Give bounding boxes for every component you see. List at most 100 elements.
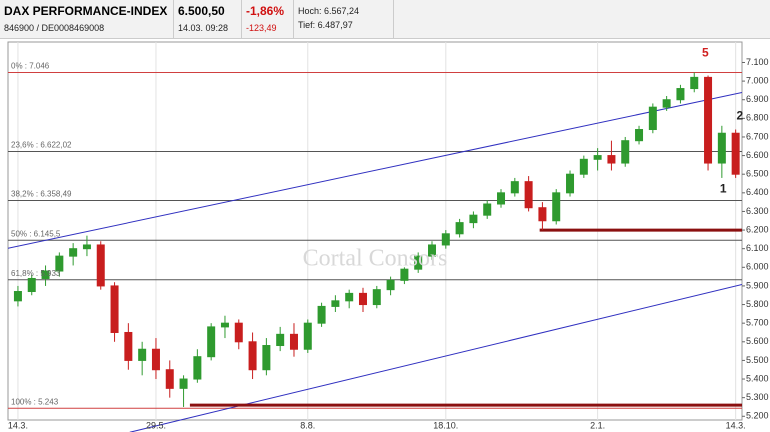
x-tick-label: 2.1. (590, 420, 605, 430)
candle-body (428, 244, 437, 257)
candle-body (510, 181, 519, 194)
candle-body (317, 305, 326, 324)
candle-body (124, 331, 133, 361)
fib-label: 100% : 5.243 (11, 397, 59, 406)
candle-body (220, 322, 229, 328)
trend-line (129, 283, 742, 432)
price: 6.500,50 (178, 4, 225, 18)
candle-body (179, 378, 188, 389)
candle-body (345, 292, 354, 302)
candle-body (469, 214, 478, 224)
y-tick-label: 6.000 (746, 262, 769, 272)
candle-body (55, 255, 64, 272)
y-tick-label: 5.700 (746, 318, 769, 328)
candle-body (731, 132, 740, 175)
y-tick-label: 5.200 (746, 411, 769, 421)
candle-body (13, 291, 22, 302)
candle-body (607, 155, 616, 164)
x-tick-label: 8.8. (300, 420, 315, 430)
candle-body (593, 155, 602, 160)
instrument: DAX PERFORMANCE-INDEX 846900 / DE0008469… (0, 0, 174, 38)
candle-body (538, 207, 547, 222)
candle-body (717, 132, 726, 164)
change-cell: -1,86% -123,49 (242, 0, 294, 38)
candle-body (662, 99, 671, 108)
instrument-ids: 846900 / DE0008469008 (4, 23, 105, 33)
candle-body (193, 356, 202, 380)
y-tick-label: 5.900 (746, 280, 769, 290)
candle-body (82, 244, 91, 250)
candle-body (483, 203, 492, 216)
fib-label: 23,6% : 6.622,02 (11, 141, 72, 150)
y-tick-label: 6.200 (746, 224, 769, 234)
candle-body (704, 76, 713, 164)
plot-area (8, 42, 742, 432)
candle-body (441, 233, 450, 246)
fib-label: 0% : 7.046 (11, 62, 50, 71)
candle-body (455, 222, 464, 235)
candle-body (414, 255, 423, 270)
candle-body (524, 181, 533, 209)
y-tick-label: 7.000 (746, 75, 769, 85)
fib-label: 61,8% : 5.933 (11, 269, 61, 278)
y-tick-label: 6.300 (746, 206, 769, 216)
candle-body (138, 348, 147, 361)
candle-body (331, 300, 340, 307)
instrument-name: DAX PERFORMANCE-INDEX (4, 4, 168, 18)
y-tick-label: 6.700 (746, 131, 769, 141)
chart: Cortal Consors 14.3. 29.5. 8.8. 18.10. 2.1. 14… (7, 41, 769, 432)
candle-body (248, 341, 257, 371)
change-pct: -1,86% (246, 4, 285, 18)
candle-body (552, 192, 561, 222)
y-tick-label: 6.500 (746, 169, 769, 179)
candle-body (27, 277, 36, 293)
candle-body (648, 106, 657, 131)
price-cell: 6.500,50 14.03. 09:28 (174, 0, 242, 38)
candle-body (276, 333, 285, 347)
y-tick-label: 6.600 (746, 150, 769, 160)
y-tick-label: 6.100 (746, 243, 769, 253)
candle-body (289, 333, 298, 350)
candle-body (358, 292, 367, 306)
y-tick-label: 6.900 (746, 94, 769, 104)
change-abs: -123,49 (246, 23, 277, 33)
x-tick-label: 18.10. (433, 420, 458, 430)
day-low: Tief: 6.487,97 (298, 20, 353, 30)
candle-body (566, 173, 575, 194)
annotation: 2 (736, 109, 743, 123)
candle-body (635, 129, 644, 142)
candle-body (690, 76, 699, 90)
range-cell: Hoch: 6.567,24 Tief: 6.487,97 (294, 0, 394, 38)
candle-body (151, 348, 160, 371)
candle-body (400, 268, 409, 281)
y-tick-label: 5.800 (746, 299, 769, 309)
trend-line (8, 91, 742, 249)
annotation: 1 (720, 181, 727, 195)
y-tick-label: 5.600 (746, 336, 769, 346)
candle-body (165, 369, 174, 389)
candle-body (621, 140, 630, 164)
candle-body (41, 270, 50, 279)
candle-body (372, 289, 381, 306)
candle-body (676, 88, 685, 101)
candle-body (386, 279, 395, 291)
y-tick-label: 5.500 (746, 355, 769, 365)
candle-body (96, 244, 105, 287)
x-tick-label: 29.5. (146, 420, 166, 430)
candle-body (110, 285, 119, 333)
y-tick-label: 7.100 (746, 57, 769, 67)
candle-body (207, 326, 216, 358)
x-tick-label: 14.3. (8, 420, 28, 430)
fib-label: 50% : 6.145,5 (11, 229, 61, 238)
x-tick-label: 14.3. (726, 420, 746, 430)
y-tick-label: 6.800 (746, 113, 769, 123)
quote-header: DAX PERFORMANCE-INDEX 846900 / DE0008469… (0, 0, 770, 39)
candle-body (303, 322, 312, 350)
day-high: Hoch: 6.567,24 (298, 6, 360, 16)
y-tick-label: 5.300 (746, 392, 769, 402)
candle-body (234, 322, 243, 343)
candle-body (579, 158, 588, 175)
fib-label: 38,2% : 6.358,49 (11, 190, 72, 199)
candle-body (497, 192, 506, 205)
